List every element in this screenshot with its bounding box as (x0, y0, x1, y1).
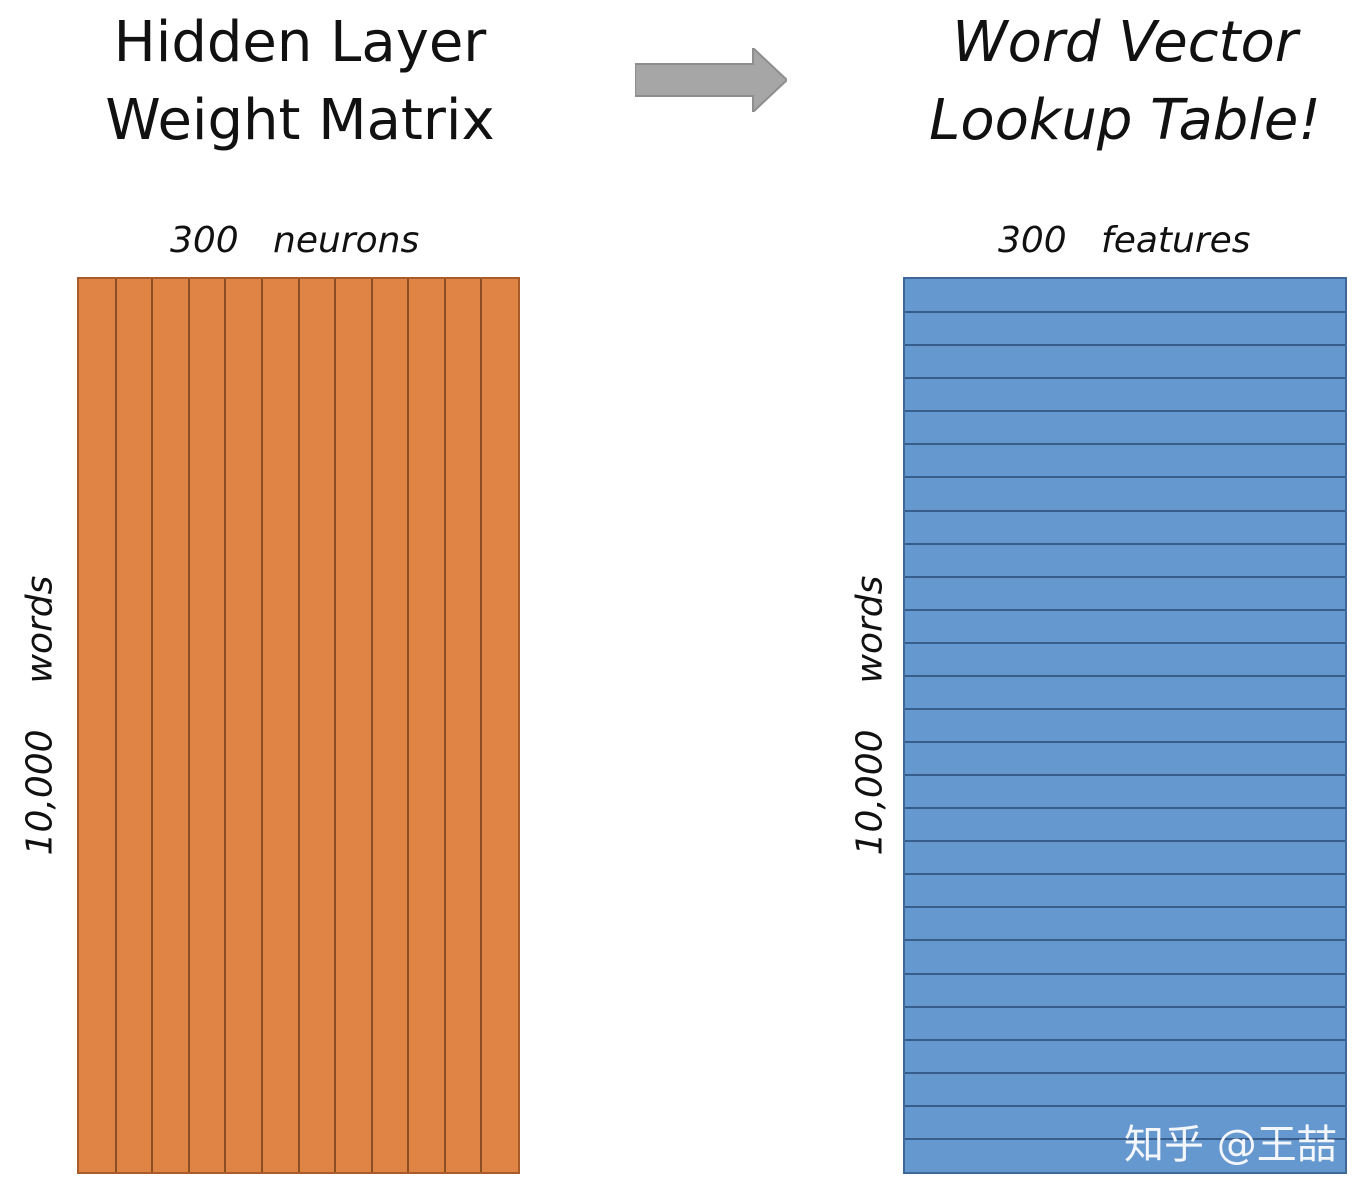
matrix-column-divider (480, 279, 482, 1172)
matrix-column-divider (151, 279, 153, 1172)
watermark: 知乎 @王喆 (1124, 1122, 1337, 1168)
table-row-divider (905, 609, 1345, 611)
lookup-table (903, 277, 1347, 1174)
table-row-divider (905, 576, 1345, 578)
table-row-divider (905, 906, 1345, 908)
matrix-column-divider (444, 279, 446, 1172)
table-row-divider (905, 939, 1345, 941)
neurons-label: 300 neurons (170, 220, 420, 261)
table-row-divider (905, 510, 1345, 512)
table-row-divider (905, 774, 1345, 776)
table-row-divider (905, 873, 1345, 875)
lookup-table-title-line1: Word Vector (952, 10, 1298, 75)
left-words-label: 10,000 words (20, 546, 61, 886)
right-words-word: words (849, 575, 891, 684)
matrix-column-divider (407, 279, 409, 1172)
table-row-divider (905, 741, 1345, 743)
right-arrow-icon (635, 48, 787, 112)
table-row-divider (905, 1072, 1345, 1074)
weight-matrix-title: Hidden Layer Weight Matrix (60, 4, 540, 160)
table-row-divider (905, 807, 1345, 809)
table-row-divider (905, 311, 1345, 313)
matrix-column-divider (371, 279, 373, 1172)
table-row-divider (905, 443, 1345, 445)
lookup-table-title: Word Vector Lookup Table! (900, 4, 1350, 160)
weight-matrix (77, 277, 520, 1174)
features-label: 300 features (998, 220, 1251, 261)
table-row-divider (905, 642, 1345, 644)
left-words-word: words (19, 575, 61, 684)
table-row-divider (905, 344, 1345, 346)
lookup-table-title-line2: Lookup Table! (929, 88, 1321, 153)
table-row-divider (905, 840, 1345, 842)
left-words-count: 10,000 (19, 729, 61, 856)
matrix-column-divider (261, 279, 263, 1172)
table-row-divider (905, 708, 1345, 710)
right-words-label: 10,000 words (850, 546, 891, 886)
weight-matrix-title-line1: Hidden Layer (113, 10, 487, 75)
table-row-divider (905, 1138, 1345, 1140)
table-row-divider (905, 973, 1345, 975)
table-row-divider (905, 410, 1345, 412)
table-row-divider (905, 1105, 1345, 1107)
matrix-column-divider (298, 279, 300, 1172)
table-row-divider (905, 1039, 1345, 1041)
matrix-column-divider (224, 279, 226, 1172)
weight-matrix-title-line2: Weight Matrix (105, 88, 495, 153)
matrix-column-divider (115, 279, 117, 1172)
table-row-divider (905, 476, 1345, 478)
right-words-count: 10,000 (849, 729, 891, 856)
table-row-divider (905, 377, 1345, 379)
matrix-column-divider (188, 279, 190, 1172)
table-row-divider (905, 543, 1345, 545)
matrix-column-divider (334, 279, 336, 1172)
table-row-divider (905, 675, 1345, 677)
table-row-divider (905, 1006, 1345, 1008)
